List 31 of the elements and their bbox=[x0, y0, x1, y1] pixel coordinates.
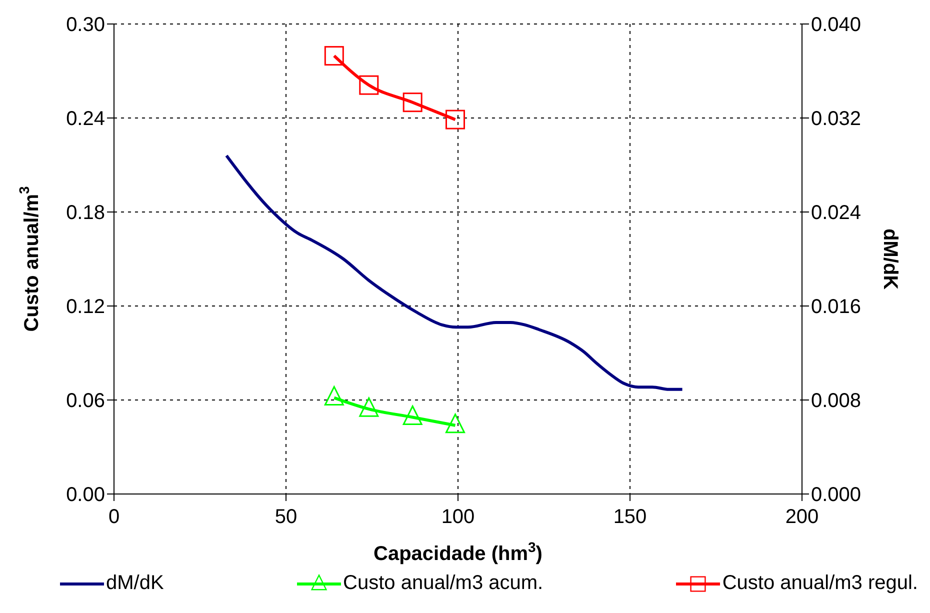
y-tick-label: 0.06 bbox=[66, 390, 105, 412]
legend-label: Custo anual/m3 acum. bbox=[342, 572, 544, 595]
y2-axis-title: dM/dK bbox=[879, 228, 901, 290]
point bbox=[359, 75, 379, 95]
legend-label: Custo anual/m3 regul. bbox=[721, 572, 918, 595]
y2-tick-label: 0.000 bbox=[811, 484, 862, 506]
legend-label: dM/dK bbox=[105, 572, 164, 595]
y2-tick-label: 0.024 bbox=[811, 202, 862, 224]
x-tick-label: 200 bbox=[785, 506, 819, 528]
y-tick-label: 0.00 bbox=[66, 484, 105, 506]
y-tick-label: 0.24 bbox=[66, 108, 105, 130]
x-axis-title: Capacidade (hm$^{3}$) bbox=[374, 539, 542, 565]
line-series bbox=[224, 154, 684, 391]
point bbox=[324, 46, 344, 66]
y2-tick-label: 0.008 bbox=[811, 390, 862, 412]
y-tick-label: 0.18 bbox=[66, 202, 105, 224]
y-tick-label: 0.12 bbox=[66, 296, 105, 318]
point bbox=[446, 110, 465, 130]
point bbox=[402, 405, 422, 425]
y2-tick-label: 0.016 bbox=[811, 296, 862, 318]
x-tick-label: 0 bbox=[108, 506, 120, 528]
point bbox=[402, 92, 422, 112]
y2-tick-label: 0.032 bbox=[811, 108, 862, 130]
point bbox=[359, 397, 379, 417]
x-tick-label: 150 bbox=[613, 506, 647, 528]
x-tick-label: 50 bbox=[274, 506, 298, 528]
x-tick-label: 100 bbox=[441, 506, 475, 528]
point bbox=[446, 414, 465, 434]
y-tick-label: 0.30 bbox=[66, 14, 105, 36]
y2-tick-label: 0.040 bbox=[811, 14, 862, 36]
point bbox=[324, 386, 344, 406]
